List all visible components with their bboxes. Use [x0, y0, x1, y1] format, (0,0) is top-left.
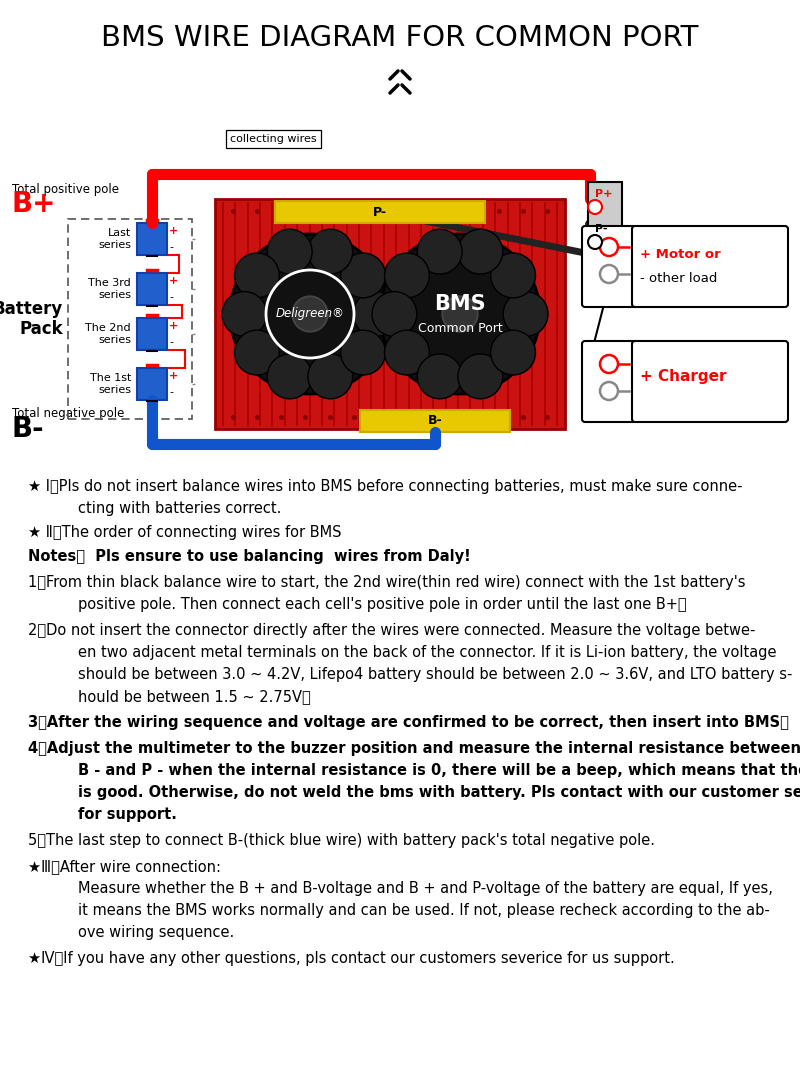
- Text: - other load: - other load: [640, 273, 718, 286]
- Circle shape: [588, 200, 602, 214]
- Circle shape: [490, 254, 535, 298]
- Text: Battery: Battery: [0, 300, 63, 318]
- Bar: [588, 182, 622, 242]
- Text: 1、From thin black balance wire to start, the 2nd wire(thin red wire) connect wit: 1、From thin black balance wire to start,…: [28, 575, 746, 590]
- Text: ★Ⅲ、After wire connection:: ★Ⅲ、After wire connection:: [28, 859, 221, 874]
- Circle shape: [341, 330, 386, 375]
- Text: collecting wires: collecting wires: [230, 134, 317, 144]
- Text: cting with batteries correct.: cting with batteries correct.: [78, 501, 282, 516]
- Circle shape: [341, 254, 386, 298]
- Circle shape: [600, 355, 618, 373]
- Circle shape: [234, 330, 279, 375]
- Text: The 3rd
series: The 3rd series: [88, 278, 131, 300]
- Text: Notes：  Pls ensure to use balancing  wires from Daly!: Notes： Pls ensure to use balancing wires…: [28, 549, 470, 564]
- Text: positive pole. Then connect each cell's positive pole in order until the last on: positive pole. Then connect each cell's …: [78, 597, 686, 612]
- Text: it means the BMS works normally and can be used. If not, please recheck accordin: it means the BMS works normally and can …: [78, 903, 770, 918]
- Text: 4、Adjust the multimeter to the buzzer position and measure the internal resistan: 4、Adjust the multimeter to the buzzer po…: [28, 741, 800, 756]
- Text: -: -: [169, 292, 173, 302]
- Circle shape: [385, 254, 430, 298]
- Text: ★ Ⅱ、The order of connecting wires for BMS: ★ Ⅱ、The order of connecting wires for BM…: [28, 525, 342, 540]
- Text: The 2nd
series: The 2nd series: [86, 324, 131, 345]
- Bar: [137, 273, 167, 305]
- Text: +: +: [169, 276, 178, 286]
- Text: ove wiring sequence.: ove wiring sequence.: [78, 925, 234, 940]
- Circle shape: [354, 291, 398, 337]
- Bar: [137, 318, 167, 350]
- Circle shape: [600, 382, 618, 400]
- Text: B+: B+: [12, 190, 57, 218]
- Text: Common Port: Common Port: [418, 322, 502, 334]
- Text: BMS WIRE DIAGRAM FOR COMMON PORT: BMS WIRE DIAGRAM FOR COMMON PORT: [102, 24, 698, 52]
- Circle shape: [600, 265, 618, 283]
- Text: ★ Ⅰ、Pls do not insert balance wires into BMS before connecting batteries, must m: ★ Ⅰ、Pls do not insert balance wires into…: [28, 479, 742, 494]
- Text: Last
series: Last series: [98, 228, 131, 250]
- Circle shape: [458, 229, 502, 274]
- Text: 3、After the wiring sequence and voltage are confirmed to be correct, then insert: 3、After the wiring sequence and voltage …: [28, 715, 789, 730]
- Circle shape: [308, 354, 353, 399]
- Text: Deligreen®: Deligreen®: [275, 308, 345, 320]
- Circle shape: [600, 238, 618, 256]
- Circle shape: [267, 354, 312, 399]
- Text: for support.: for support.: [78, 807, 177, 822]
- Text: +: +: [169, 320, 178, 331]
- Text: 5、The last step to connect B-(thick blue wire) with battery pack's total negativ: 5、The last step to connect B-(thick blue…: [28, 833, 655, 848]
- Text: Pack: Pack: [19, 320, 63, 338]
- Circle shape: [222, 291, 267, 337]
- Circle shape: [588, 235, 602, 249]
- Circle shape: [234, 254, 279, 298]
- Text: P+: P+: [595, 189, 612, 199]
- Text: B-: B-: [12, 415, 45, 443]
- Circle shape: [418, 229, 462, 274]
- Circle shape: [230, 234, 390, 394]
- Circle shape: [503, 291, 548, 337]
- Text: Total negative pole: Total negative pole: [12, 408, 124, 421]
- Bar: [275, 201, 485, 223]
- Circle shape: [490, 330, 535, 375]
- Text: P-: P-: [373, 205, 387, 219]
- Circle shape: [418, 354, 462, 399]
- Text: is good. Otherwise, do not weld the bms with battery. Pls contact with our custo: is good. Otherwise, do not weld the bms …: [78, 786, 800, 800]
- Bar: [137, 223, 167, 255]
- Text: Total positive pole: Total positive pole: [12, 182, 119, 195]
- Circle shape: [293, 297, 328, 331]
- Circle shape: [442, 297, 478, 331]
- FancyBboxPatch shape: [582, 341, 636, 422]
- Text: + Charger: + Charger: [640, 369, 726, 384]
- Bar: [137, 368, 167, 400]
- Text: Measure whether the B + and B-voltage and B + and P-voltage of the battery are e: Measure whether the B + and B-voltage an…: [78, 880, 773, 896]
- Text: -: -: [169, 242, 173, 252]
- Text: +: +: [169, 371, 178, 381]
- Circle shape: [458, 354, 502, 399]
- Circle shape: [267, 229, 312, 274]
- Circle shape: [385, 330, 430, 375]
- FancyBboxPatch shape: [632, 341, 788, 422]
- Text: B-: B-: [428, 414, 442, 427]
- FancyBboxPatch shape: [582, 226, 636, 308]
- Bar: [360, 410, 510, 432]
- Text: +: +: [169, 226, 178, 236]
- Text: The 1st
series: The 1st series: [90, 373, 131, 395]
- Text: ★Ⅳ、If you have any other questions, pls contact our customers severice for us su: ★Ⅳ、If you have any other questions, pls …: [28, 951, 674, 966]
- Text: P-: P-: [595, 224, 607, 234]
- Circle shape: [380, 234, 540, 394]
- Text: -: -: [169, 337, 173, 347]
- Bar: [68, 219, 192, 419]
- Text: 2、Do not insert the connector directly after the wires were connected. Measure t: 2、Do not insert the connector directly a…: [28, 623, 755, 638]
- Circle shape: [308, 229, 353, 274]
- Circle shape: [372, 291, 417, 337]
- Bar: [215, 199, 565, 429]
- FancyBboxPatch shape: [632, 226, 788, 308]
- Text: -: -: [169, 387, 173, 397]
- Text: B - and P - when the internal resistance is 0, there will be a beep, which means: B - and P - when the internal resistance…: [78, 763, 800, 778]
- Text: + Motor or: + Motor or: [640, 247, 721, 260]
- Text: BMS: BMS: [434, 293, 486, 314]
- Text: should be between 3.0 ~ 4.2V, Lifepo4 battery should be between 2.0 ~ 3.6V, and : should be between 3.0 ~ 4.2V, Lifepo4 ba…: [78, 667, 792, 682]
- Text: hould be between 1.5 ~ 2.75V；: hould be between 1.5 ~ 2.75V；: [78, 689, 310, 704]
- Text: en two adjacent metal terminals on the back of the connector. If it is Li-ion ba: en two adjacent metal terminals on the b…: [78, 645, 777, 660]
